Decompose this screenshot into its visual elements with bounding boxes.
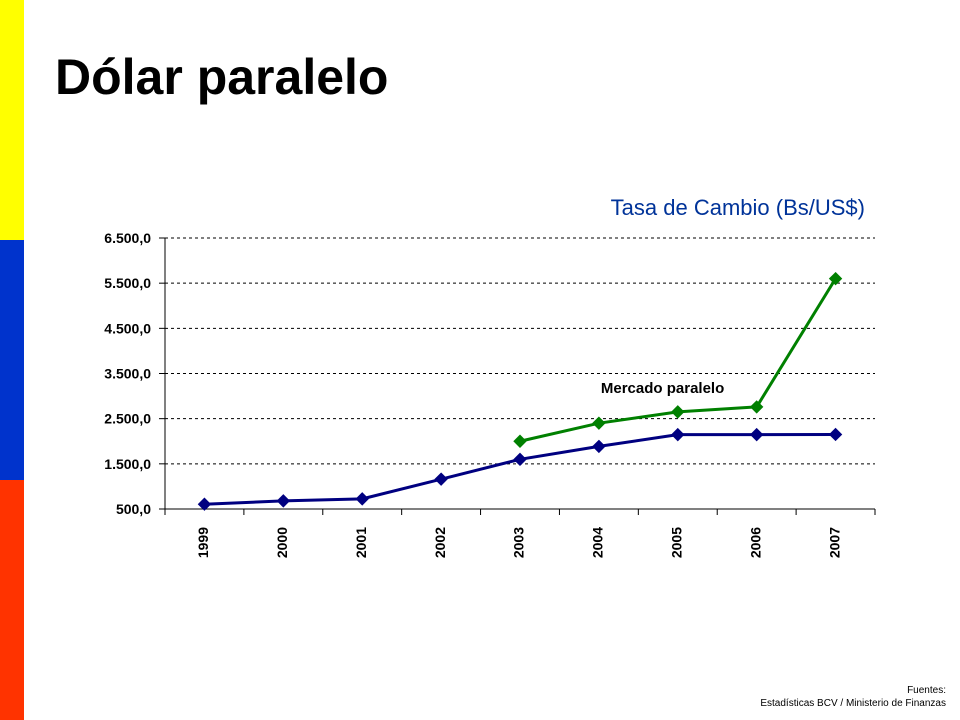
data-point-marker bbox=[592, 439, 606, 454]
flag-stripe-blue bbox=[0, 240, 24, 480]
x-tick-label: 2001 bbox=[353, 527, 369, 558]
data-point-marker bbox=[355, 492, 369, 506]
x-tick-label: 2002 bbox=[432, 527, 448, 558]
y-tick-label: 5.500,0 bbox=[104, 275, 151, 291]
y-tick-label: 500,0 bbox=[116, 501, 151, 517]
y-tick-label: 4.500,0 bbox=[104, 320, 151, 336]
x-tick-label: 2003 bbox=[511, 527, 527, 558]
y-tick-label: 2.500,0 bbox=[104, 411, 151, 427]
data-point-marker bbox=[513, 434, 527, 448]
flag-stripe-red bbox=[0, 480, 24, 720]
data-point-marker bbox=[513, 452, 527, 467]
y-tick-label: 1.500,0 bbox=[104, 456, 151, 472]
chart-title: Tasa de Cambio (Bs/US$) bbox=[611, 195, 865, 220]
series-annotation: Mercado paralelo bbox=[601, 380, 724, 397]
x-tick-label: 2007 bbox=[826, 527, 842, 558]
source-text: Estadísticas BCV / Ministerio de Finanza… bbox=[760, 698, 946, 709]
data-point-marker bbox=[276, 494, 291, 508]
y-tick-label: 6.500,0 bbox=[104, 230, 151, 246]
x-tick-label: 2004 bbox=[590, 527, 606, 558]
flag-stripe-yellow bbox=[0, 0, 24, 240]
x-tick-label: 2006 bbox=[747, 527, 763, 558]
page-title: Dólar paralelo bbox=[55, 49, 389, 105]
x-tick-label: 1999 bbox=[195, 527, 211, 558]
data-point-marker bbox=[197, 497, 212, 511]
data-point-marker bbox=[592, 416, 606, 430]
data-point-marker bbox=[828, 271, 843, 286]
x-tick-label: 2000 bbox=[274, 527, 290, 558]
x-tick-label: 2005 bbox=[668, 527, 684, 558]
y-tick-label: 3.500,0 bbox=[104, 366, 151, 382]
data-point-marker bbox=[434, 472, 448, 486]
source-label: Fuentes: bbox=[907, 685, 946, 696]
data-point-marker bbox=[671, 405, 685, 419]
source-note: Fuentes: Estadísticas BCV / Ministerio d… bbox=[760, 684, 946, 710]
data-point-marker bbox=[828, 427, 843, 442]
data-point-marker bbox=[749, 400, 764, 414]
data-point-marker bbox=[671, 427, 685, 442]
data-point-marker bbox=[749, 427, 764, 442]
